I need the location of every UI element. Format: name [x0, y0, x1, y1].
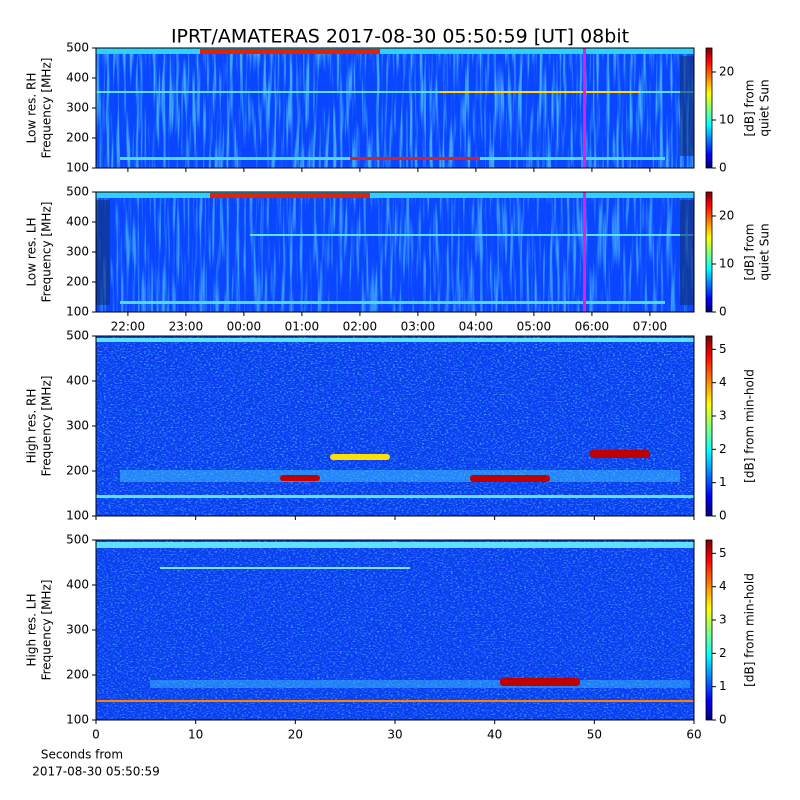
colorbar — [705, 47, 713, 169]
y-axis-label: Frequency [MHz] — [40, 580, 54, 681]
x-tick-label: 20 — [288, 728, 303, 742]
colorbar-label: [dB] from min-hold — [743, 573, 757, 687]
y-tick-label: 300 — [66, 419, 89, 433]
x-axis-label: 2017-08-30 05:50:59 — [32, 765, 159, 779]
x-tick-label: 30 — [387, 728, 402, 742]
colorbar — [705, 539, 713, 721]
colorbar-label: [dB] from min-hold — [743, 369, 757, 483]
y-tick-label: 100 — [66, 713, 89, 727]
colorbar-tick-label: 2 — [719, 442, 727, 456]
y-axis-label: Low res. LH — [25, 217, 39, 286]
colorbar-tick-label: 0 — [719, 509, 727, 523]
y-tick-label: 400 — [66, 215, 89, 229]
colorbar-tick-label: 20 — [719, 65, 734, 79]
y-tick-label: 500 — [66, 329, 89, 343]
colorbar-tick-label: 5 — [719, 342, 727, 356]
x-tick-label: 22:00 — [111, 320, 146, 334]
y-tick-label: 200 — [66, 131, 89, 145]
colorbar-tick-label: 4 — [719, 375, 727, 389]
y-tick-label: 100 — [66, 509, 89, 523]
y-tick-label: 400 — [66, 578, 89, 592]
y-axis-label: Frequency [MHz] — [40, 58, 54, 159]
colorbar-label: [dB] from — [743, 80, 757, 137]
colorbar-tick-label: 0 — [719, 305, 727, 319]
y-tick-label: 200 — [66, 668, 89, 682]
y-tick-label: 400 — [66, 71, 89, 85]
colorbar-label: quiet Sun — [758, 223, 772, 280]
x-tick-label: 02:00 — [343, 320, 378, 334]
x-tick-label: 10 — [188, 728, 203, 742]
x-tick-label: 07:00 — [633, 320, 668, 334]
x-tick-label: 05:00 — [517, 320, 552, 334]
colorbar-label: [dB] from — [743, 224, 757, 281]
y-tick-label: 400 — [66, 374, 89, 388]
colorbar-tick-label: 1 — [719, 475, 727, 489]
colorbar — [705, 191, 713, 313]
colorbar-tick-label: 1 — [719, 679, 727, 693]
x-tick-label: 03:00 — [401, 320, 436, 334]
colorbar-tick-label: 4 — [719, 579, 727, 593]
x-tick-label: 00:00 — [227, 320, 262, 334]
y-axis-label: Low res. RH — [25, 73, 39, 144]
colorbar — [705, 335, 713, 517]
x-tick-label: 50 — [587, 728, 602, 742]
y-axis-label: Frequency [MHz] — [40, 376, 54, 477]
y-tick-label: 200 — [66, 464, 89, 478]
x-tick-label: 40 — [487, 728, 502, 742]
y-axis-label: Frequency [MHz] — [40, 202, 54, 303]
x-tick-label: 06:00 — [575, 320, 610, 334]
colorbar-tick-label: 0 — [719, 713, 727, 727]
y-tick-label: 500 — [66, 41, 89, 55]
y-tick-label: 300 — [66, 623, 89, 637]
colorbar-tick-label: 0 — [719, 161, 727, 175]
colorbar-tick-label: 20 — [719, 209, 734, 223]
colorbar-tick-label: 10 — [719, 257, 734, 271]
y-axis-label: High res. LH — [25, 593, 39, 666]
x-tick-label: 04:00 — [459, 320, 494, 334]
x-tick-label: 60 — [686, 728, 701, 742]
y-tick-label: 100 — [66, 161, 89, 175]
x-tick-label: 01:00 — [285, 320, 320, 334]
y-axis-label: High res. RH — [25, 389, 39, 464]
x-tick-label: 23:00 — [169, 320, 204, 334]
y-tick-label: 100 — [66, 305, 89, 319]
chart-title: IPRT/AMATERAS 2017-08-30 05:50:59 [UT] 0… — [171, 26, 629, 48]
y-tick-label: 500 — [66, 533, 89, 547]
spectrogram-texture — [96, 48, 694, 720]
colorbar-tick-label: 10 — [719, 113, 734, 127]
colorbar-tick-label: 3 — [719, 613, 727, 627]
colorbar-label: quiet Sun — [758, 79, 772, 136]
colorbar-tick-label: 5 — [719, 546, 727, 560]
x-axis-label: Seconds from — [41, 748, 123, 762]
x-tick-label: 0 — [92, 728, 100, 742]
y-tick-label: 300 — [66, 245, 89, 259]
colorbar-tick-label: 3 — [719, 409, 727, 423]
y-tick-label: 200 — [66, 275, 89, 289]
y-tick-label: 300 — [66, 101, 89, 115]
colorbar-tick-label: 2 — [719, 646, 727, 660]
y-tick-label: 500 — [66, 185, 89, 199]
